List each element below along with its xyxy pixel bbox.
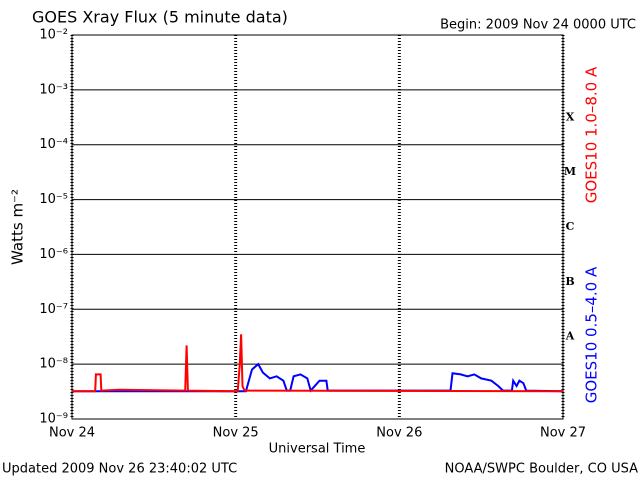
flare-class-label: C [566,220,575,233]
series-line [72,334,564,393]
y-tick-label: 10⁻⁸ [39,357,68,372]
x-tick-label: Nov 24 [49,426,95,441]
chart-subtitle: Begin: 2009 Nov 24 0000 UTC [440,18,636,33]
y-tick-label: 10⁻⁵ [39,192,68,207]
y-tick-label: 10⁻⁶ [39,247,68,262]
footer-left: Updated 2009 Nov 26 23:40:02 UTC [2,462,237,477]
series-line [72,362,564,393]
y-tick-label: 10⁻³ [39,82,68,97]
y-tick-label: 10⁻⁷ [39,302,68,317]
y-tick-label: 10⁻⁴ [39,137,68,152]
flare-class-label: A [565,330,575,343]
plot-frame [71,34,564,420]
legend-entry: GOES10 1.0–8.0 A [583,66,601,203]
chart-title: GOES Xray Flux (5 minute data) [32,8,288,27]
y-axis-label: Watts m⁻² [9,189,27,265]
flare-class-label: M [564,165,576,178]
x-tick-label: Nov 25 [213,426,259,441]
y-tick-label: 10⁻² [39,28,68,43]
y-tick-label: 10⁻⁹ [39,412,68,427]
flare-class-label: B [565,275,574,288]
footer-right: NOAA/SWPC Boulder, CO USA [445,462,638,477]
x-tick-label: Nov 27 [540,426,586,441]
legend-entry: GOES10 0.5–4.0 A [583,266,601,403]
x-tick-label: Nov 26 [376,426,422,441]
flare-class-label: X [566,110,575,123]
x-axis-label: Universal Time [269,442,366,457]
